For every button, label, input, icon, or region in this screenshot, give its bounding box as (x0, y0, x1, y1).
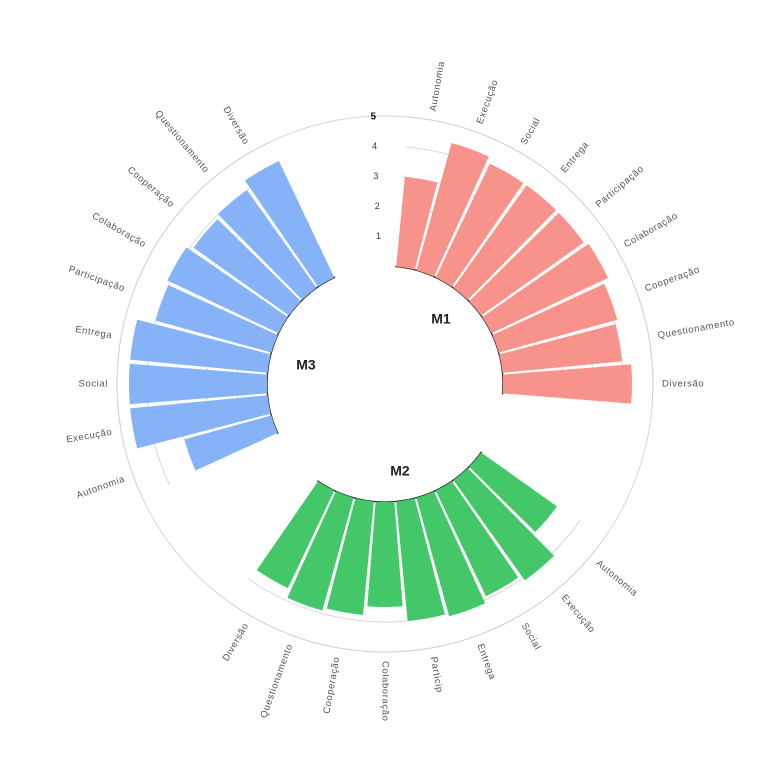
bar-m1 (416, 143, 489, 277)
category-label: Autonomia (75, 474, 127, 502)
category-label: Colaboração (379, 661, 390, 721)
category-label: Social (79, 379, 108, 390)
bar-m3 (130, 319, 271, 373)
bar-m2 (326, 498, 374, 615)
bar-m3 (244, 160, 335, 287)
grid-arc (116, 140, 272, 498)
category-label: Participação (67, 264, 127, 295)
bar-m2 (435, 481, 519, 597)
category-label: Social (519, 621, 543, 652)
bar-m3 (184, 415, 278, 471)
bar-layer (129, 143, 632, 621)
group-label-m1: M1 (431, 311, 451, 327)
axis-tick-label: 3 (373, 171, 378, 181)
category-label: Questionamento (657, 317, 736, 341)
bar-m3 (193, 219, 301, 316)
category-label: Social (519, 116, 543, 147)
baseline-arc (266, 276, 336, 435)
category-label: Cooperação (125, 165, 176, 211)
axis-tick-label: 4 (372, 141, 377, 151)
bar-m1 (453, 185, 557, 300)
bar-m1 (396, 176, 438, 270)
category-label: Cooperação (321, 656, 342, 715)
bar-m3 (167, 247, 288, 334)
bar-m3 (130, 395, 271, 449)
category-label: Colaboração (622, 211, 680, 251)
bar-m3 (218, 190, 317, 300)
bar-m1 (469, 212, 584, 316)
category-label: Diversão (221, 621, 252, 663)
category-label: Participação (594, 164, 647, 211)
category-label: Entrega (475, 642, 498, 681)
axis-tick-label: 1 (376, 231, 381, 241)
axis-tick-label: 5 (371, 111, 377, 122)
grid-arc (408, 116, 654, 408)
category-label: Execução (65, 427, 113, 446)
bar-m2 (453, 468, 555, 581)
group-label-m3: M3 (296, 357, 316, 373)
category-label: Autonomia (428, 60, 448, 112)
bar-m3 (155, 285, 278, 353)
category-label: Autonomia (594, 558, 640, 599)
category-label: Cooperação (643, 264, 701, 294)
category-label: Diversão (662, 379, 704, 390)
bar-m2 (469, 452, 557, 533)
bar-m1 (492, 283, 618, 353)
bar-m2 (396, 498, 445, 621)
bar-m2 (256, 481, 335, 589)
category-label: Execução (559, 593, 597, 636)
category-label: Colaboração (90, 211, 148, 251)
bar-m1 (499, 324, 622, 373)
category-label: Questionamento (153, 108, 212, 175)
bar-m2 (287, 491, 354, 611)
baseline-arc (395, 265, 504, 395)
category-label: Questionamento (258, 642, 295, 719)
bar-m2 (416, 491, 486, 617)
axis-tick-label: 2 (375, 201, 380, 211)
bar-m3 (129, 363, 268, 405)
category-label: Particip (428, 656, 445, 694)
category-label: Execução (475, 78, 501, 125)
bar-m1 (502, 364, 632, 404)
category-label: Entrega (74, 324, 113, 341)
group-label-m2: M2 (390, 463, 410, 479)
baseline-arc (316, 451, 483, 503)
bar-m2 (367, 501, 403, 608)
bar-m1 (482, 243, 609, 334)
bar-m1 (435, 163, 524, 287)
category-label: Entrega (559, 139, 592, 175)
category-label: Diversão (221, 105, 252, 147)
grid-arc (231, 537, 605, 653)
